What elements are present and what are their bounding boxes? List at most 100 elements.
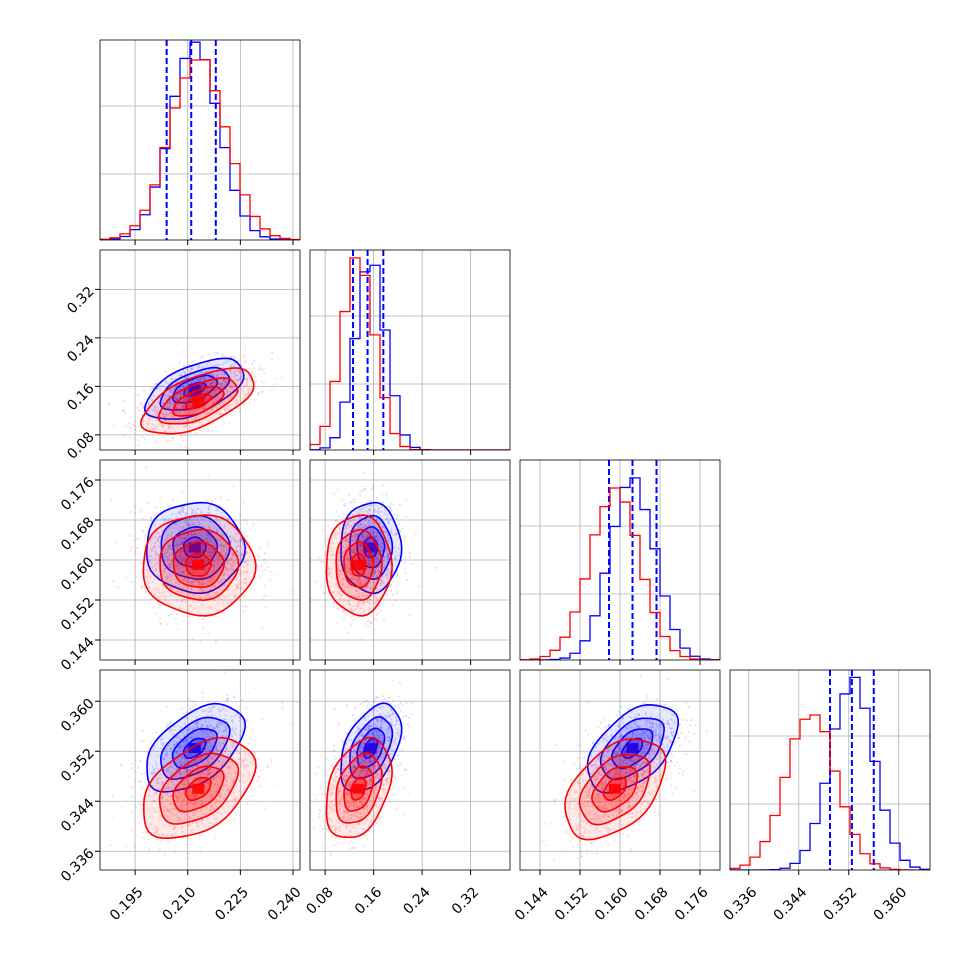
contour-blue	[599, 717, 665, 781]
contour-blue	[340, 501, 403, 595]
y-tick-label: 0.336	[58, 846, 98, 886]
plot-area	[108, 345, 283, 449]
density-peak-red	[192, 783, 205, 794]
density-peak-blue	[188, 542, 201, 553]
histogram-red	[520, 487, 720, 660]
plot-area	[109, 671, 293, 860]
contour-blue	[340, 702, 403, 792]
contour-red	[602, 776, 627, 802]
contour-red	[184, 552, 212, 577]
density-peak-red	[352, 560, 365, 570]
x-tick-label: 0.240	[265, 884, 305, 924]
contour-blue	[172, 374, 219, 404]
contour-red	[335, 752, 383, 824]
histogram-red	[310, 257, 510, 450]
panel-frame	[729, 669, 931, 871]
scatter-panel-3-0: 0.336 0.344 0.352 0.360 0.195 0.210 0.225 0.240	[58, 669, 305, 924]
panel-frame	[309, 459, 511, 661]
contour-red	[142, 514, 257, 617]
density-peak-blue	[188, 384, 201, 395]
x-tick-label: 0.344	[771, 884, 811, 924]
contour-red	[159, 528, 240, 602]
contour-blue	[146, 702, 247, 793]
density-peak-red	[352, 783, 365, 794]
grid-lines	[730, 670, 930, 870]
scatter-panel-3-1: 0.08 0.16 0.24 0.32	[303, 669, 511, 918]
histogram-panel-0-0	[99, 39, 301, 245]
x-tick-label: 0.160	[592, 884, 632, 924]
contour-blue	[144, 357, 245, 420]
contour-red	[325, 514, 393, 617]
scatter-panel-2-1	[309, 459, 511, 665]
panel-frame	[99, 459, 301, 661]
plot-area	[100, 40, 300, 240]
density-peak-blue	[188, 743, 201, 754]
contour-red	[157, 377, 239, 425]
y-tick-label: 0.352	[58, 746, 98, 786]
contour-red	[143, 736, 257, 839]
grid-lines	[310, 460, 510, 660]
grid-lines	[520, 670, 720, 870]
contour-red	[185, 393, 213, 410]
contour-red	[564, 738, 667, 841]
density-peak-red	[609, 783, 621, 794]
x-tick-label: 0.168	[632, 884, 672, 924]
y-tick-label: 0.152	[58, 594, 98, 634]
panel-frame	[309, 249, 511, 451]
panel-frame	[99, 249, 301, 451]
x-tick-label: 0.144	[512, 884, 552, 924]
density-peak-blue	[364, 743, 377, 754]
histogram-red	[730, 714, 930, 870]
grid-lines	[310, 250, 510, 450]
grid-lines	[100, 40, 300, 240]
x-tick-label: 0.24	[400, 884, 433, 917]
contour-blue	[356, 525, 386, 569]
contour-red	[172, 765, 225, 813]
scatter-panel-1-0: 0.08 0.16 0.24 0.32	[64, 249, 301, 463]
panel-frame	[309, 669, 511, 871]
y-tick-label: 0.144	[58, 634, 98, 674]
density-peak-blue	[364, 542, 377, 553]
samples-red	[114, 474, 293, 645]
plot-area	[730, 670, 930, 870]
contour-blue	[586, 703, 680, 794]
x-tick-label: 0.352	[821, 884, 861, 924]
x-tick-label: 0.195	[107, 884, 147, 924]
contour-red	[172, 541, 225, 589]
contour-blue	[160, 514, 231, 581]
contour-red	[335, 528, 383, 602]
x-tick-label: 0.225	[212, 884, 252, 924]
contour-blue	[145, 501, 247, 595]
x-tick-label: 0.152	[552, 884, 592, 924]
plot-area	[310, 679, 414, 856]
histogram-blue	[310, 264, 510, 450]
panel-frame	[99, 669, 301, 871]
plot-area	[110, 466, 293, 645]
contour-red	[578, 753, 651, 826]
x-tick-label: 0.210	[160, 884, 200, 924]
histogram-panel-3-3: 0.336 0.344 0.352 0.360	[721, 669, 931, 924]
plot-area	[310, 250, 510, 450]
contour-red	[350, 552, 367, 577]
contour-red	[343, 764, 375, 812]
y-tick-label: 0.08	[64, 429, 97, 462]
panel-frame	[99, 39, 301, 241]
y-tick-label: 0.160	[58, 554, 98, 594]
y-tick-label: 0.176	[58, 474, 98, 514]
contour-red	[343, 541, 375, 589]
x-tick-label: 0.08	[303, 884, 336, 917]
y-tick-label: 0.16	[64, 381, 97, 414]
contour-red	[184, 776, 212, 802]
density-peak-red	[192, 560, 205, 570]
contour-red	[158, 752, 240, 825]
y-tick-label: 0.168	[58, 514, 98, 554]
contour-blue	[159, 716, 231, 781]
plot-area	[520, 460, 720, 660]
histogram-red	[100, 59, 300, 240]
x-tick-label: 0.16	[352, 884, 385, 917]
contour-blue	[349, 715, 394, 780]
contour-red	[591, 766, 639, 813]
histogram-panel-1-1	[309, 249, 511, 455]
